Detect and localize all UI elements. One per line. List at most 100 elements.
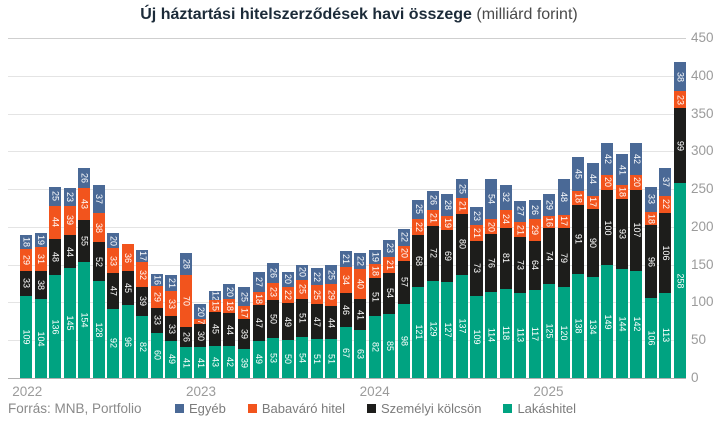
bar-segment-egy-b: 33 [644,186,657,212]
bar-segment-egy-b: 26 [78,167,91,188]
segment-value-label: 46 [341,305,352,316]
bar-22: 25 29 44 51 [325,265,338,378]
bar-segment-egy-b: 26 [267,263,280,283]
bar-segment-lak-shitel: 154 [78,261,91,378]
bar-segment-szem-lyi-k-lcs-n: 41 [354,299,367,331]
bar-14: 12 15 45 43 [208,290,221,378]
segment-value-label: 37 [660,176,671,187]
gridline-300 [8,151,686,153]
gridline-200 [8,226,686,228]
bar-segment-szem-lyi-k-lcs-n: 93 [615,198,628,270]
bar-segment-egy-b: 54 [485,178,498,220]
bar-5: 26 43 55 154 [78,167,91,378]
bar-segment-egy-b: 20 [223,284,236,300]
segment-value-label: 41 [195,357,206,368]
segment-value-label: 26 [181,332,192,343]
bar-34: 32 24 81 118 [499,185,512,378]
segment-value-label: 113 [515,328,526,343]
segment-value-label: 18 [224,301,235,312]
segment-value-label: 20 [602,177,613,188]
y-axis-tick-250: 250 [691,181,714,197]
segment-value-label: 29 [544,199,555,210]
segment-value-label: 17 [559,216,570,227]
segment-value-label: 63 [355,349,366,360]
bar-segment-babav-r-hitel: 20 [397,245,410,261]
segment-value-label: 29 [326,290,337,301]
segment-value-label: 60 [152,350,163,361]
segment-value-label: 33 [21,278,32,289]
bar-segment-szem-lyi-k-lcs-n: 55 [78,220,91,262]
bar-segment-szem-lyi-k-lcs-n: 100 [601,189,614,266]
bar-segment-babav-r-hitel: 24 [499,209,512,228]
bar-segment-lak-shitel: 136 [49,275,62,378]
segment-value-label: 82 [370,342,381,353]
bar-20: 20 25 51 54 [296,264,309,378]
segment-value-label: 16 [544,216,555,227]
bar-segment-babav-r-hitel: 18 [572,191,585,205]
segment-value-label: 117 [530,326,541,341]
bar-38: 48 17 79 120 [557,178,570,378]
segment-value-label: 118 [501,326,512,341]
bar-segment-szem-lyi-k-lcs-n: 39 [136,286,149,317]
bar-46: 38 23 99 258 [673,62,686,378]
source-text: Forrás: MNB, Portfolio [8,401,142,416]
bar-segment-babav-r-hitel: 40 [354,269,367,300]
segment-value-label: 23 [268,286,279,297]
bar-31: 25 21 80 137 [455,179,468,378]
segment-value-label: 79 [559,252,570,263]
bar-segment-babav-r-hitel: 29 [325,284,338,307]
segment-value-label: 81 [501,253,512,264]
segment-value-label: 39 [239,358,250,369]
bar-segment-lak-shitel: 120 [557,287,570,378]
segment-value-label: 22 [660,199,671,210]
bars-container: 18 29 33 109 19 31 38 104 25 44 48 136 23 39 44 145 26 43… [20,38,686,378]
bar-segment-szem-lyi-k-lcs-n: 50 [267,300,280,338]
bar-segment-babav-r-hitel: 32 [136,262,149,287]
x-axis-tick-2024: 2024 [359,384,390,399]
bar-segment-szem-lyi-k-lcs-n: 45 [121,271,134,306]
segment-value-label: 21 [341,254,352,265]
bar-9: 17 32 39 82 [136,249,149,378]
segment-value-label: 90 [588,237,599,248]
gridline-350 [8,113,686,115]
bar-segment-szem-lyi-k-lcs-n: 57 [397,260,410,304]
bar-segment-babav-r-hitel: 18 [644,211,657,226]
bar-15: 20 18 44 42 [223,284,236,378]
bar-segment-szem-lyi-k-lcs-n: 33 [20,270,33,296]
segment-value-label: 67 [341,347,352,358]
bar-segment-egy-b: 37 [659,167,672,196]
bar-segment-egy-b: 21 [165,275,178,292]
segment-value-label: 93 [617,229,628,240]
segment-value-label: 98 [399,335,410,346]
bar-segment-szem-lyi-k-lcs-n: 47 [107,273,120,309]
segment-value-label: 72 [428,248,439,259]
segment-value-label: 18 [370,265,381,276]
bar-segment-lak-shitel: 258 [673,183,686,378]
bar-12: 28 70 26 41 [179,253,192,378]
bar-41: 42 20 100 149 [601,143,614,378]
bar-10: 16 29 33 60 [150,273,163,378]
bar-segment-lak-shitel: 98 [397,303,410,378]
legend-swatch-icon [503,404,513,413]
bar-segment-babav-r-hitel: 17 [237,306,250,320]
segment-value-label: 22 [283,289,294,300]
segment-value-label: 21 [384,260,395,271]
y-axis-tick-350: 350 [691,105,714,121]
segment-value-label: 37 [94,194,105,205]
bar-segment-babav-r-hitel: 15 [208,300,221,312]
segment-value-label: 144 [617,316,628,332]
bar-30: 28 19 69 127 [441,194,454,378]
segment-value-label: 52 [94,256,105,267]
bar-21: 22 25 47 51 [310,268,323,378]
legend-item-egy-b: Egyéb [175,401,226,416]
bar-segment-egy-b: 19 [34,232,47,248]
y-axis-tick-50: 50 [691,332,707,348]
bar-segment-szem-lyi-k-lcs-n: 54 [383,272,396,314]
segment-value-label: 12 [210,290,221,301]
bar-segment-babav-r-hitel: 22 [281,286,294,304]
bar-1: 18 29 33 109 [20,235,33,378]
bar-44: 33 18 96 106 [644,186,657,378]
segment-value-label: 42 [602,153,613,164]
bar-segment-szem-lyi-k-lcs-n: 73 [514,237,527,293]
segment-value-label: 21 [457,201,468,212]
